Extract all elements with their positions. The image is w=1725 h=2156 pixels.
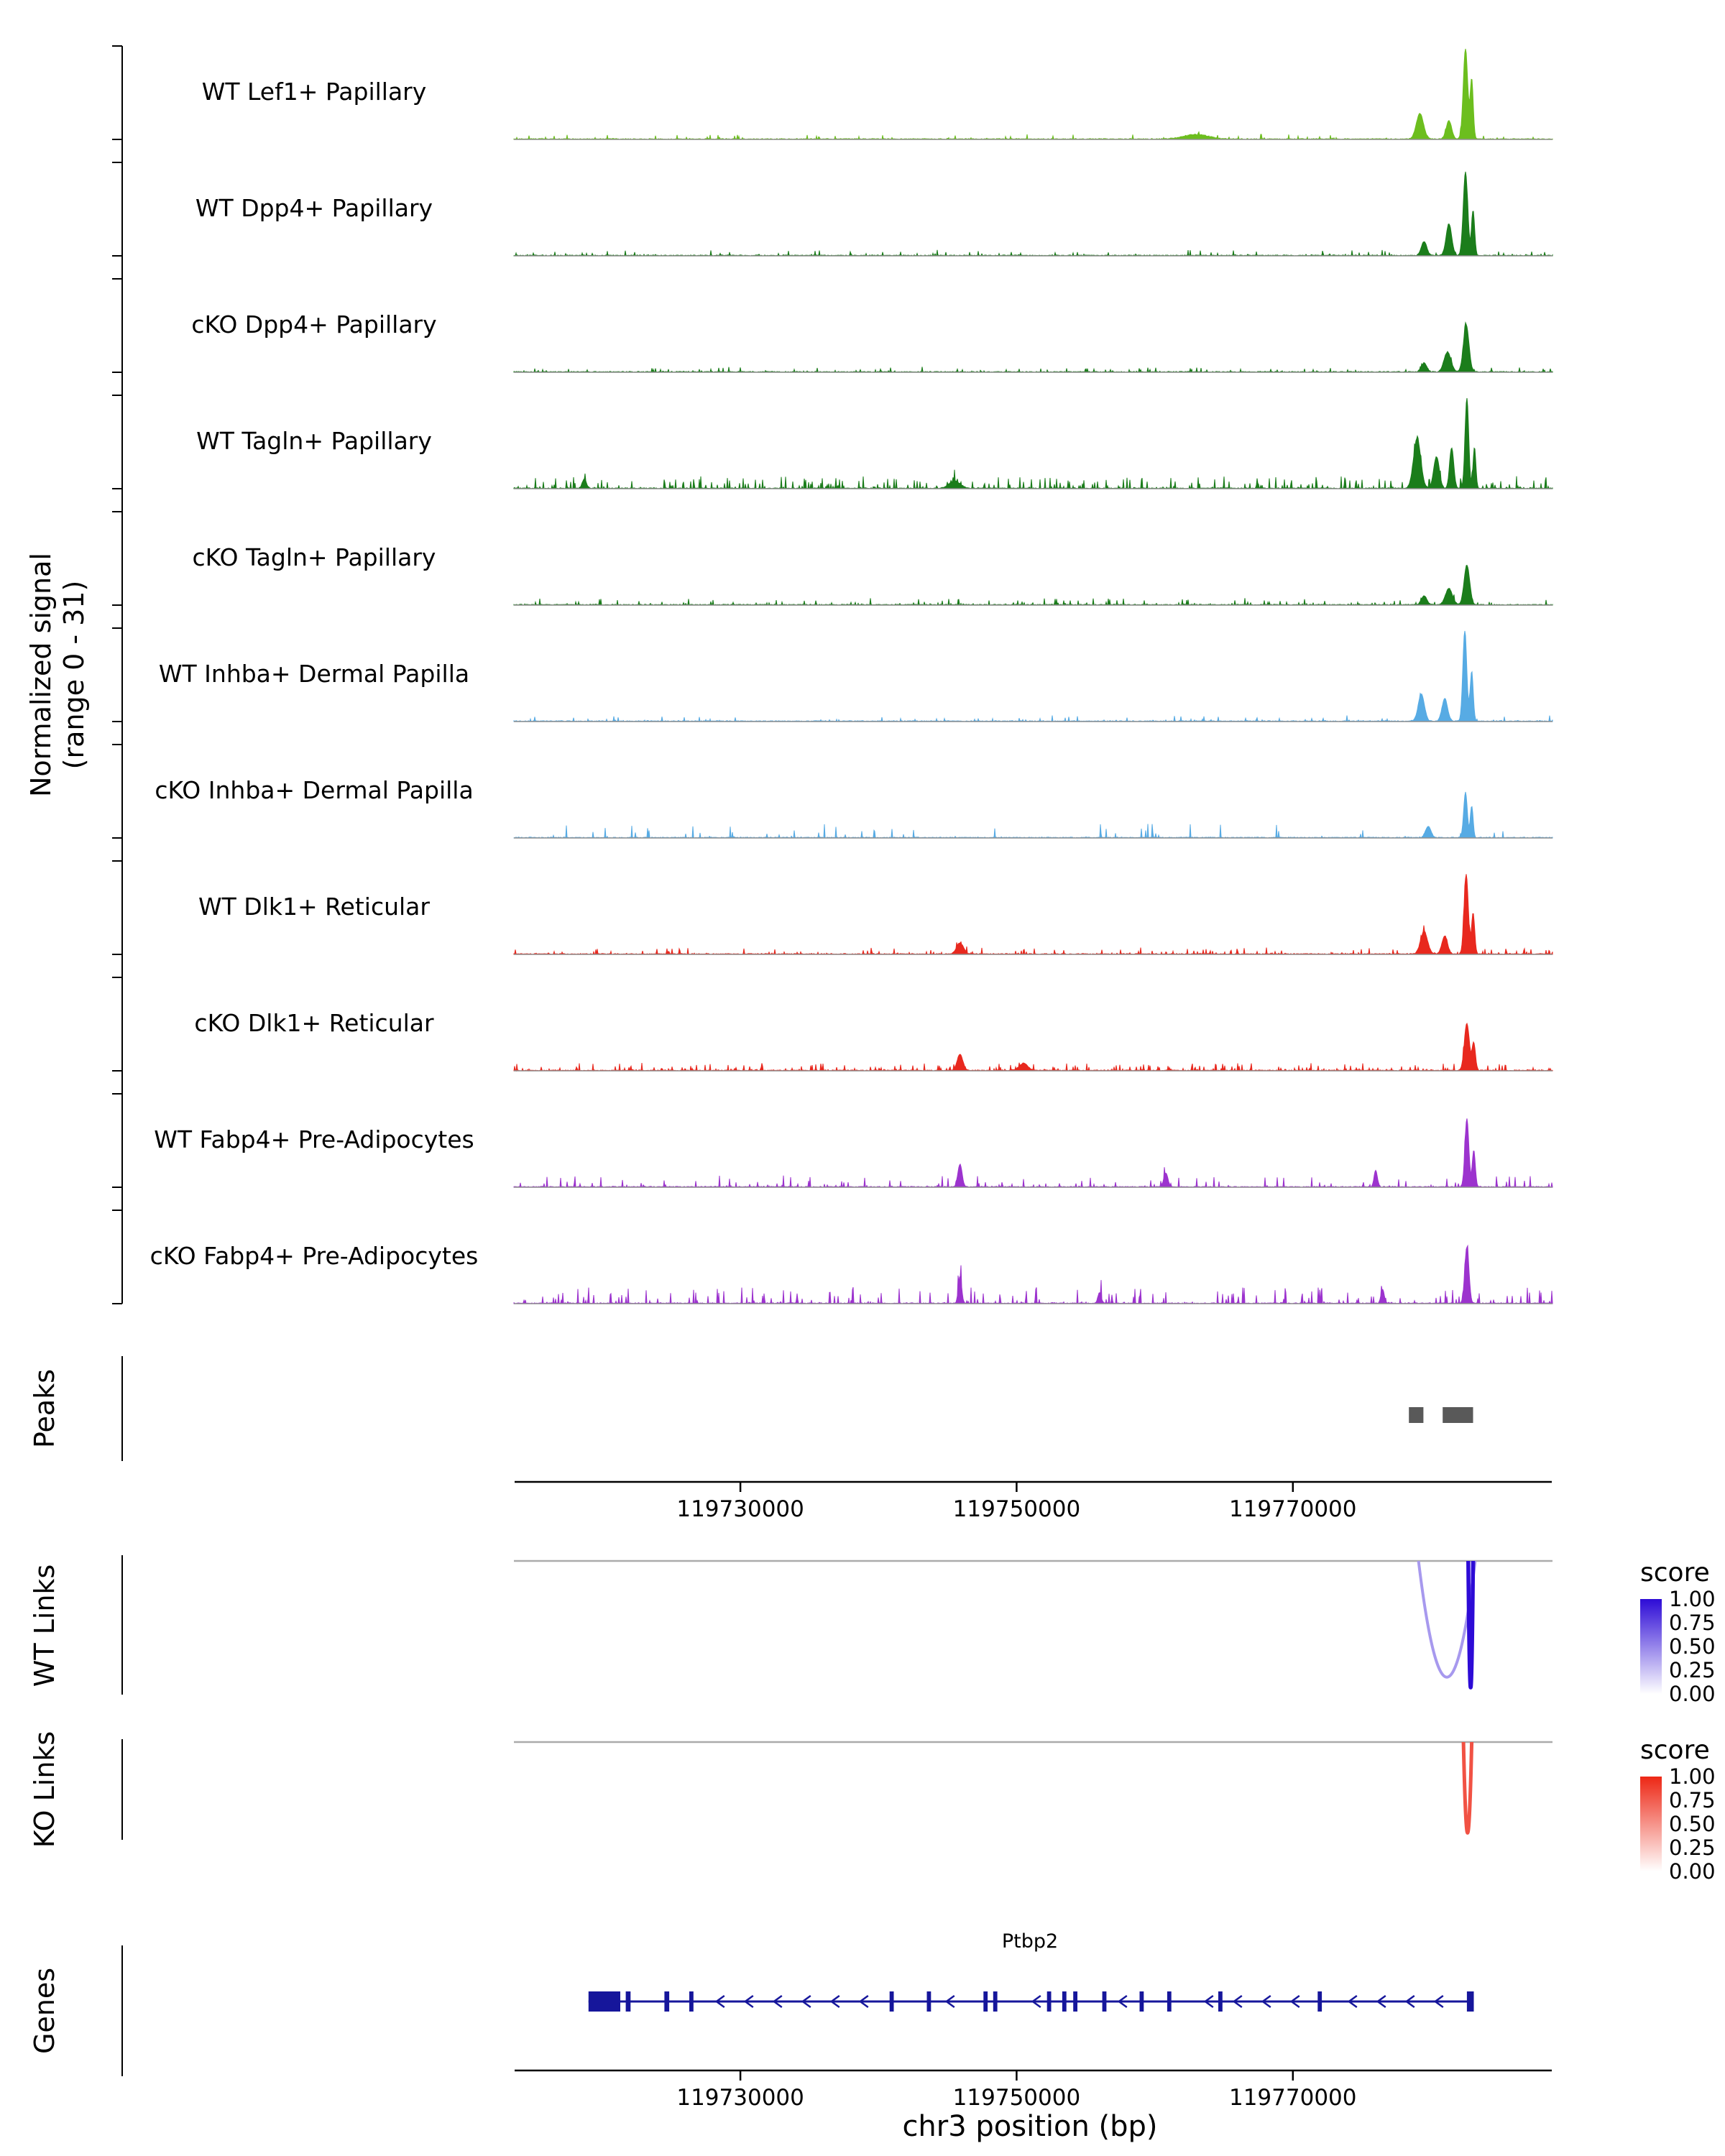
x-axis-tick-label: 119750000 [952, 1496, 1081, 1522]
gene-strand-arrow [714, 1994, 725, 2009]
wt-links-panel-label: WT Links [29, 1564, 60, 1687]
gene-exon [1102, 1991, 1107, 2012]
gene-strand-arrow [1376, 1994, 1386, 2009]
peak-region [1443, 1407, 1473, 1423]
x-axis-tick-label: 119730000 [676, 2085, 804, 2111]
gene-strand-arrow [1261, 1994, 1271, 2009]
gene-exon [664, 1991, 670, 2012]
ko-link-arc [1461, 1741, 1474, 1835]
track-label: WT Inhba+ Dermal Papilla [158, 660, 470, 688]
wt-link-arc [1466, 1560, 1476, 1690]
x-axis-tick-label: 119770000 [1228, 2085, 1357, 2111]
track-label: WT Fabp4+ Pre-Adipocytes [154, 1125, 474, 1153]
wt-score-legend-labels: 1.00 0.75 0.50 0.25 0.00 [1669, 1587, 1725, 1706]
gene-exon [1317, 1991, 1322, 2012]
gene-strand-arrow [1433, 1994, 1444, 2009]
signal-area [513, 1022, 1553, 1072]
signal-area [513, 791, 1553, 839]
ko-links-panel-label: KO Links [29, 1731, 60, 1848]
legend-tick-label: 0.25 [1669, 1835, 1716, 1860]
legend-tick-label: 1.00 [1669, 1587, 1716, 1611]
gene-strand-arrow [801, 1994, 811, 2009]
signal-area [513, 48, 1553, 140]
gene-exon [1218, 1991, 1223, 2012]
legend-tick-label: 0.25 [1669, 1658, 1716, 1682]
gene-exon [1073, 1991, 1077, 2012]
wt-score-gradient-bar [1640, 1599, 1662, 1694]
gene-strand-arrow [1232, 1994, 1243, 2009]
legend-tick-label: 0.75 [1669, 1611, 1716, 1635]
signal-area [513, 630, 1553, 723]
signal-area [513, 397, 1553, 490]
gene-strand-arrow [1404, 1994, 1415, 2009]
wt-score-legend-title: score [1640, 1558, 1710, 1588]
peaks-panel-label: Peaks [29, 1368, 60, 1449]
gene-exon [1466, 1991, 1474, 2012]
gene-exon [1062, 1991, 1067, 2012]
track-label: WT Tagln+ Papillary [196, 427, 432, 455]
peak-region [1409, 1407, 1424, 1423]
genes-panel-label: Genes [29, 1967, 60, 2055]
gene-strand-arrow [858, 1994, 869, 2009]
gene-strand-arrow [1117, 1994, 1128, 2009]
signal-area [513, 1118, 1553, 1189]
x-axis-tick-label: 119730000 [676, 1496, 804, 1522]
ko-score-legend-title: score [1640, 1736, 1710, 1765]
y-axis-label-line2: (range 0 - 31) [58, 580, 90, 770]
gene-exon [1167, 1991, 1172, 2012]
gene-strand-arrow [829, 1994, 840, 2009]
x-axis-tick-label: 119770000 [1228, 1496, 1357, 1522]
gene-strand-arrow [1289, 1994, 1300, 2009]
gene-strand-arrow [1347, 1994, 1358, 2009]
ko-score-gradient-bar [1640, 1777, 1662, 1871]
legend-tick-label: 0.00 [1669, 1859, 1716, 1884]
signal-area [513, 321, 1553, 374]
track-label: WT Dlk1+ Reticular [198, 893, 430, 921]
gene-exon [625, 1991, 631, 2012]
track-label: cKO Dlk1+ Reticular [194, 1009, 434, 1037]
x-axis-tick-label: 119750000 [952, 2085, 1081, 2111]
track-label: WT Lef1+ Papillary [201, 78, 427, 106]
gene-name: Ptbp2 [1001, 1930, 1059, 1953]
ko-score-legend-labels: 1.00 0.75 0.50 0.25 0.00 [1669, 1764, 1725, 1884]
signal-area [513, 1244, 1553, 1305]
track-label: cKO Tagln+ Papillary [192, 543, 436, 571]
gene-exon [1139, 1991, 1144, 2012]
gene-strand-arrow [944, 1994, 955, 2009]
gene-strand-arrow [743, 1994, 754, 2009]
gene-strand-arrow [1203, 1994, 1214, 2009]
track-label: cKO Inhba+ Dermal Papilla [155, 776, 474, 804]
y-axis-label: Normalized signal (range 0 - 31) [24, 553, 91, 797]
gene-exon [1046, 1991, 1052, 2012]
track-label: cKO Dpp4+ Papillary [191, 310, 437, 338]
track-label: cKO Fabp4+ Pre-Adipocytes [150, 1242, 479, 1270]
legend-tick-label: 0.50 [1669, 1812, 1716, 1836]
gene-exon [983, 1991, 988, 2012]
gene-strand-arrow [1031, 1994, 1041, 2009]
gene-exon [993, 1991, 998, 2012]
signal-area [513, 564, 1553, 607]
gene-strand-arrow [772, 1994, 783, 2009]
gene-exon [926, 1991, 932, 2012]
legend-tick-label: 0.75 [1669, 1788, 1716, 1812]
gene-exon [889, 1991, 894, 2012]
legend-tick-label: 0.00 [1669, 1682, 1716, 1706]
signal-area [513, 171, 1553, 257]
signal-area [513, 874, 1553, 955]
wt-score-legend: score 1.00 0.75 0.50 0.25 0.00 [1640, 1558, 1725, 1706]
gene-exon [588, 1991, 620, 2012]
x-axis-title: chr3 position (bp) [902, 2110, 1158, 2143]
legend-tick-label: 0.50 [1669, 1634, 1716, 1659]
gene-exon [689, 1991, 694, 2012]
track-label: WT Dpp4+ Papillary [195, 194, 433, 222]
legend-tick-label: 1.00 [1669, 1764, 1716, 1789]
ko-score-legend: score 1.00 0.75 0.50 0.25 0.00 [1640, 1736, 1725, 1884]
y-axis-label-line1: Normalized signal [25, 553, 57, 797]
